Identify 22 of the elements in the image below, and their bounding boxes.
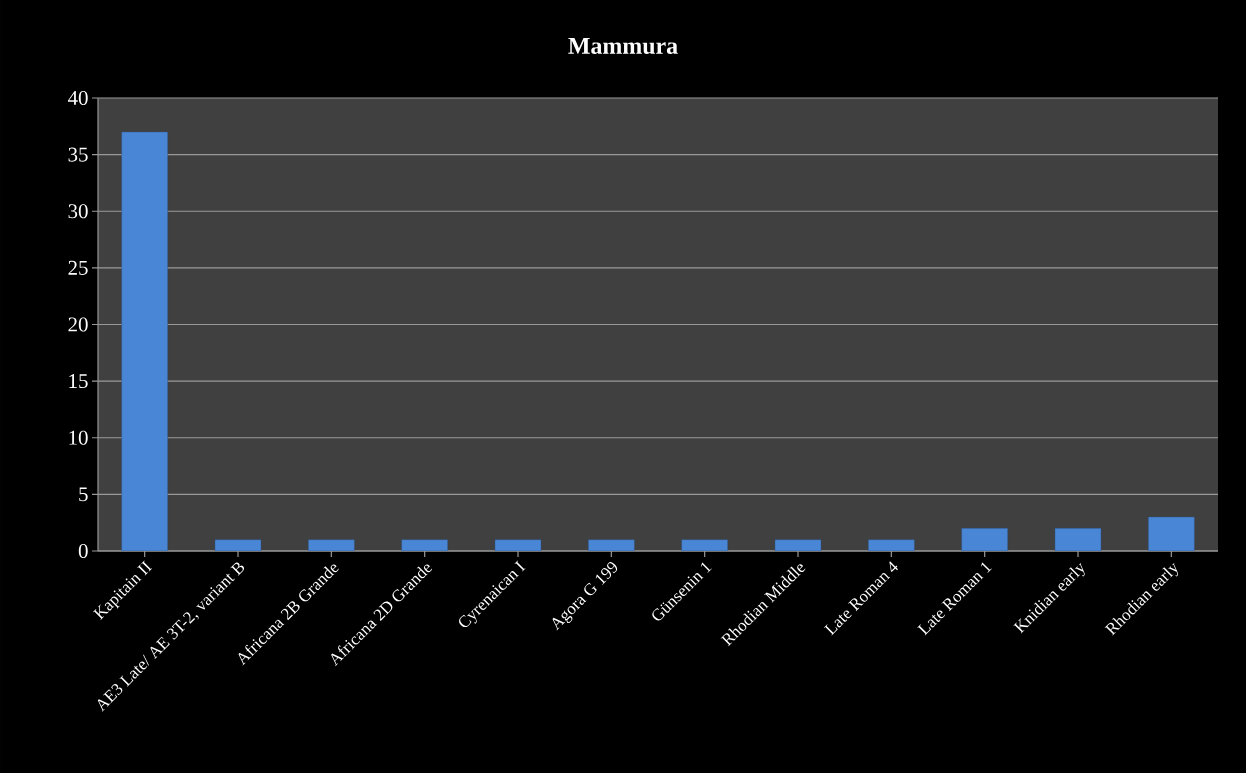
bar <box>774 539 822 551</box>
bar <box>1054 528 1102 551</box>
bar <box>1148 516 1195 551</box>
y-tick-label: 30 <box>68 204 88 219</box>
bar <box>868 539 915 551</box>
bar <box>681 539 728 551</box>
bar <box>121 131 168 551</box>
y-tick-label: 40 <box>67 90 88 106</box>
y-tick-label: 15 <box>69 374 88 389</box>
bar <box>961 528 1008 551</box>
y-tick-label: 25 <box>68 260 88 275</box>
bar <box>308 539 355 551</box>
bar <box>401 539 448 551</box>
y-tick-label: 0 <box>78 543 88 559</box>
bar <box>214 539 262 551</box>
bar <box>588 539 635 551</box>
bar <box>494 539 542 551</box>
y-tick-label: 10 <box>69 430 88 445</box>
y-tick-label: 5 <box>79 487 88 502</box>
chart-title: Mammura <box>568 38 678 54</box>
y-tick-label: 20 <box>68 317 88 332</box>
y-tick-label: 35 <box>68 147 88 162</box>
